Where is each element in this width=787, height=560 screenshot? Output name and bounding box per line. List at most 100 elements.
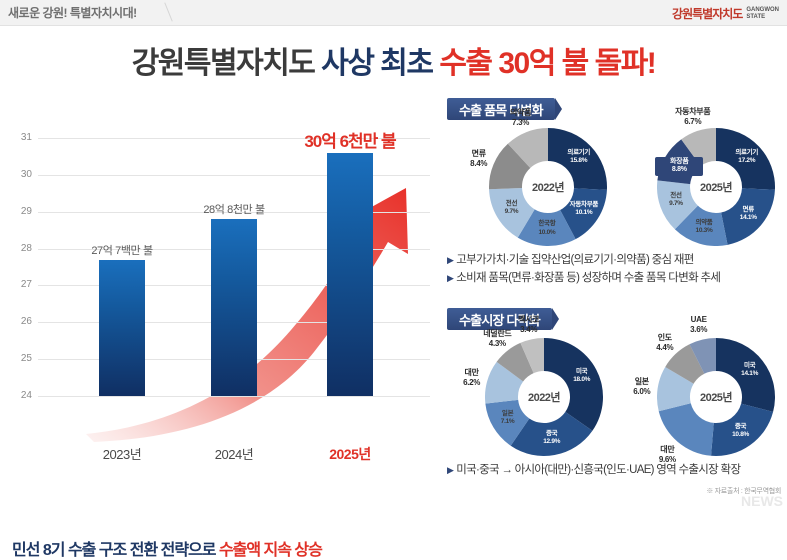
y-axis-tick-label: 25 (20, 353, 32, 365)
donut-slice[interactable] (711, 403, 774, 456)
bullet-text: 소비재 품목(면류·화장품 등) 성장하며 수출 품목 다변화 추세 (456, 271, 721, 284)
donut-slice-value: 3.6% (690, 325, 708, 335)
donut-slice-name: 네덜란드 (483, 329, 512, 339)
donut-slice[interactable] (496, 342, 534, 382)
donut-slice[interactable] (544, 338, 603, 431)
donut-slice[interactable] (716, 128, 775, 190)
donut-slice[interactable] (716, 338, 775, 412)
donut-slice-label: 미국 14.1% (726, 362, 774, 378)
bullet-list-markets: ▶ 미국·중국 → 아시아(대만)·신흥국(인도·UAE) 영역 수출시장 확장 (447, 462, 787, 480)
donut-slice-name: 미국 (575, 368, 588, 376)
donut-slice[interactable] (507, 128, 548, 168)
donut-slice-label: 전선 9.7% (487, 200, 535, 216)
donut-slice[interactable] (517, 209, 576, 246)
donut-chart-products-2022: 2022년 의료기기 15.8% 자동차부품 10.1% 한국항 10.0% 전선 9.7% 면… (470, 108, 608, 246)
page-title: 강원특별자치도 사상 최초 수출 30억 불 돌파! (0, 38, 787, 82)
donut-slice-value: 9.7% (504, 207, 519, 215)
donut-slice-name: 의약품 (695, 218, 713, 226)
watermark-logo: NEWS (741, 493, 783, 509)
donut-slice-label: 멕시코 3.4% (505, 315, 553, 335)
donut-slice-label: 미국 18.0% (558, 368, 606, 384)
donut-slice-label: 한국항 10.0% (523, 220, 571, 236)
donut-slice-name: 한국항 (538, 220, 556, 228)
donut-slice-name: 인도 (657, 333, 672, 343)
y-axis-tick-label: 27 (20, 279, 32, 291)
donut-slices (489, 128, 607, 246)
donut-slice-name: 미국 (743, 362, 756, 370)
right-info-panel: 수출 품목 다변화 2022년 의료기기 15.8% 자동차부품 10.1% 한국항 10… (443, 94, 787, 504)
donut-slice[interactable] (485, 361, 524, 404)
donut-center-label-markets-2025: 2025년 (692, 373, 740, 421)
bar-chart-panel: 31 30 29 28 27 26 25 24 27억 7백만 불 2023년 28억 8천만 불 2… (0, 96, 440, 559)
y-axis-tick-label: 31 (20, 132, 32, 143)
chart-bar[interactable] (211, 219, 257, 396)
donut-slice[interactable] (658, 403, 714, 456)
donut-slice[interactable] (689, 338, 716, 374)
donut-slice-name: 자동차부품 (675, 106, 711, 116)
y-axis-tick-label: 30 (20, 168, 32, 180)
brand-en-line1: GANGWON (746, 6, 779, 13)
donut-slice[interactable] (674, 205, 728, 246)
bullet-list-products: ▶ 고부가가치·기술 집약산업(의료기기·의약품) 중심 재편 ▶ 소비재 품목(면류… (447, 252, 787, 288)
chart-bar[interactable] (327, 152, 373, 396)
donut-slice[interactable] (560, 188, 607, 240)
donut-slice-value: 6.2% (463, 378, 481, 388)
footer-text-red: 수출액 지속 상승 (218, 542, 323, 559)
donut-slice-label: 일본 6.0% (618, 377, 666, 397)
slogan-text: 새로운 강원! 특별자치시대! (8, 6, 137, 20)
chart-bar[interactable] (99, 259, 145, 396)
donut-slice-label: 화장품 8.8% (655, 156, 704, 177)
donut-slice-label: 중국 12.9% (528, 430, 576, 446)
donut-slice-value: 15.8% (570, 156, 588, 164)
bullet-text: 고부가가치·기술 집약산업(의료기기·의약품) 중심 재편 (456, 254, 694, 266)
donut-slice-value: 3.4% (520, 324, 538, 334)
donut-slice-label: 자동차부품 10.1% (560, 201, 608, 217)
donut-slice-value: 9.7% (669, 200, 683, 208)
brand-english-name: GANGWON STATE (746, 7, 779, 21)
donut-slice-label: 자동차부품 6.7% (669, 107, 717, 127)
x-axis-category-label: 2023년 (102, 447, 142, 462)
x-axis-category-label: 2025년 (329, 446, 371, 462)
donut-slice[interactable] (510, 411, 593, 456)
donut-slice-value: 7.3% (512, 118, 530, 128)
headline-part-2: 사상 최초 (321, 47, 440, 80)
headline-part-1: 강원특별자치도 (131, 47, 322, 80)
donut-slice-label: 중국 10.8% (717, 423, 765, 439)
donut-slice-label: 면류 8.4% (455, 149, 503, 169)
chart-gridline (38, 211, 430, 213)
donut-slice[interactable] (485, 399, 530, 446)
donut-slice-value: 8.8% (671, 166, 687, 174)
donut-chart-markets-2022: 2022년 미국 18.0% 중국 12.9% 일본 7.1% 대만 6.2% 네덜란드 4.3%… (463, 315, 606, 456)
donut-slice[interactable] (489, 143, 531, 190)
chart-gridline (38, 396, 430, 397)
chart-gridline (38, 174, 430, 176)
donut-slice-value: 10.8% (732, 430, 749, 438)
donut-slice[interactable] (489, 187, 535, 238)
y-axis-tick-label: 28 (20, 242, 32, 254)
x-axis-category-label: 2024년 (214, 447, 254, 462)
donut-slice[interactable] (665, 344, 705, 384)
donut-slice[interactable] (681, 128, 716, 166)
donut-slice-value: 4.4% (656, 343, 674, 353)
donut-slice[interactable] (657, 180, 698, 230)
bullet-item: ▶ 소비재 품목(면류·화장품 등) 성장하며 수출 품목 다변화 추세 (447, 270, 787, 288)
donut-slice-name: 의료기기 (567, 148, 591, 156)
donut-slice[interactable] (548, 128, 607, 190)
donut-slice-name: 중국 (545, 429, 558, 437)
donut-slice[interactable] (721, 188, 775, 245)
donut-slice-value: 10.1% (575, 208, 593, 216)
donut-slice-label: 의약품 7.3% (497, 108, 545, 128)
donut-slice-label: 일본 7.1% (484, 410, 532, 426)
donut-chart-markets-2025: 2025년 미국 14.1% 중국 10.8% 대만 9.6% 일본 6.0% 인도 4.4% UA… (633, 315, 775, 464)
donut-slice-name: 일본 (634, 377, 649, 387)
donut-slice[interactable] (520, 338, 544, 374)
bar-value-label: 30억 6천만 불 (304, 131, 396, 151)
donut-slice-value: 8.4% (470, 159, 488, 169)
donut-slice-value: 4.3% (488, 339, 506, 349)
donut-slice[interactable] (657, 366, 694, 412)
headline-part-3: 수출 30억 불 돌파! (439, 47, 656, 80)
donut-center-label-markets-2022: 2022년 (520, 373, 568, 421)
bullet-triangle-icon: ▶ (447, 465, 454, 475)
donut-slice-label: 면류 14.1% (724, 206, 772, 222)
chart-gridline (38, 138, 430, 139)
